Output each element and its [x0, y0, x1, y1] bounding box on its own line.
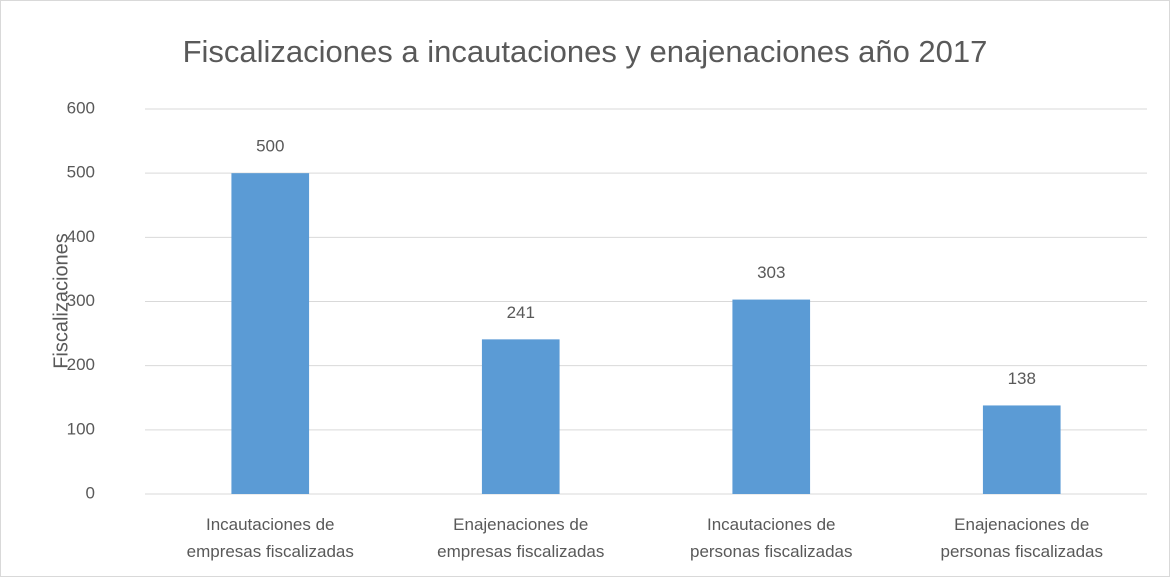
- x-tick-label-line: Enajenaciones de: [954, 515, 1089, 534]
- y-tick-label: 200: [67, 355, 95, 374]
- x-tick-label: Enajenaciones de personas fiscalizadas: [940, 515, 1103, 561]
- data-label: 138: [1008, 369, 1036, 388]
- y-tick-label: 600: [67, 98, 95, 117]
- data-label: 500: [256, 137, 284, 156]
- bar: [732, 299, 811, 494]
- y-tick-label: 100: [67, 419, 95, 438]
- bar: [481, 339, 560, 494]
- y-axis-label: Fiscalizaciones: [50, 233, 72, 369]
- y-tick-label: 500: [67, 163, 95, 182]
- x-tick-label-line: empresas fiscalizadas: [437, 542, 604, 561]
- x-tick-label: Enajenaciones de empresas fiscalizadas: [437, 515, 604, 561]
- data-label: 303: [757, 263, 785, 282]
- x-tick-label-line: personas fiscalizadas: [690, 542, 853, 561]
- x-tick-label-line: Enajenaciones de: [453, 515, 588, 534]
- data-label: 241: [507, 303, 535, 322]
- chart-title: Fiscalizaciones a incautaciones y enajen…: [183, 34, 988, 69]
- x-tick-label-line: Incautaciones de: [707, 515, 836, 534]
- x-tick-label-line: Incautaciones de: [206, 515, 335, 534]
- x-tick-label-line: empresas fiscalizadas: [187, 542, 354, 561]
- x-tick-label: Incautaciones de empresas fiscalizadas: [187, 515, 354, 561]
- y-tick-label: 0: [86, 483, 95, 502]
- x-tick-label-line: personas fiscalizadas: [940, 542, 1103, 561]
- bar: [231, 173, 310, 494]
- y-tick-label: 300: [67, 291, 95, 310]
- bar: [982, 405, 1061, 494]
- y-tick-label: 400: [67, 227, 95, 246]
- x-tick-label: Incautaciones de personas fiscalizadas: [690, 515, 853, 561]
